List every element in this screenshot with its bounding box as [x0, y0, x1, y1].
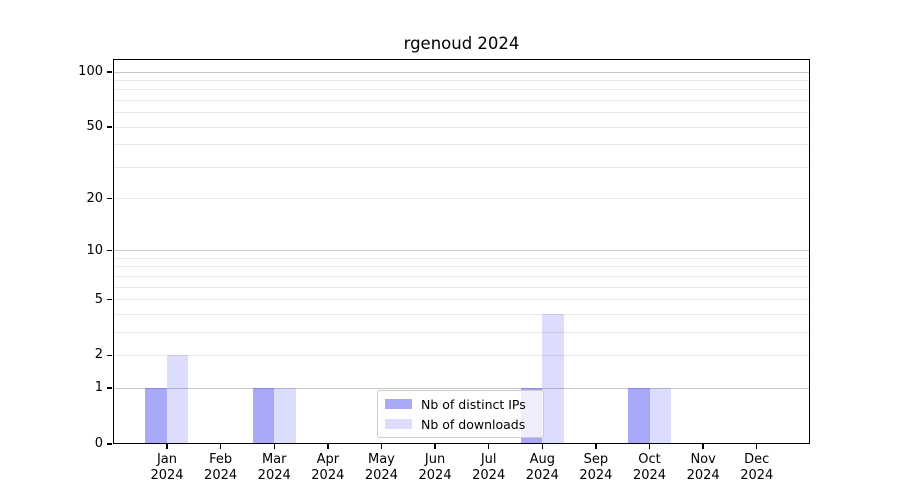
- x-tick-mark-jul-2024: [487, 444, 490, 449]
- y-tick-mark-10: [107, 250, 112, 252]
- bar-nb-of-downloads-mar-2024: [274, 388, 296, 444]
- gridline-minor-y-2: [114, 354, 809, 356]
- y-tick-label-2: 2: [94, 347, 103, 363]
- x-tick-label-oct-2024: Oct 2024: [632, 452, 667, 483]
- y-tick-mark-20: [107, 197, 112, 200]
- legend: Nb of distinct IPs Nb of downloads: [377, 390, 544, 438]
- x-tick-label-jul-2024: Jul 2024: [472, 452, 506, 483]
- gridline-minor-y-8: [114, 266, 809, 268]
- gridline-minor-y-50: [114, 126, 809, 128]
- gridline-minor-y-60: [114, 112, 809, 114]
- x-tick-label-mar-2024: Mar 2024: [257, 452, 291, 483]
- x-tick-mark-nov-2024: [702, 444, 704, 449]
- legend-label-downloads: Nb of downloads: [421, 416, 526, 432]
- gridline-minor-y-5: [114, 299, 809, 301]
- legend-item-distinct-ips: Nb of distinct IPs: [385, 397, 536, 412]
- legend-label-distinct-ips: Nb of distinct IPs: [421, 396, 526, 412]
- y-tick-mark-5: [107, 298, 112, 301]
- x-tick-label-may-2024: May 2024: [364, 452, 398, 483]
- gridline-minor-y-7: [114, 275, 809, 277]
- y-tick-label-50: 50: [86, 119, 103, 135]
- x-tick-mark-jun-2024: [434, 444, 436, 449]
- y-tick-label-1: 1: [94, 380, 103, 396]
- x-tick-mark-aug-2024: [541, 444, 543, 449]
- gridline-minor-y-30: [114, 166, 809, 168]
- gridline-minor-y-40: [114, 144, 809, 146]
- gridline-minor-y-90: [114, 79, 809, 81]
- y-tick-label-5: 5: [94, 291, 103, 307]
- gridline-major-y-1: [114, 387, 809, 389]
- y-tick-mark-1: [107, 387, 112, 389]
- x-tick-mark-oct-2024: [648, 444, 651, 449]
- x-tick-label-sep-2024: Sep 2024: [579, 452, 613, 483]
- legend-swatch-distinct-ips: [385, 399, 412, 409]
- x-tick-mark-sep-2024: [595, 444, 597, 449]
- gridline-minor-y-80: [114, 89, 809, 91]
- x-tick-label-jan-2024: Jan 2024: [150, 452, 184, 483]
- x-tick-mark-dec-2024: [756, 444, 758, 449]
- bar-nb-of-distinct-ips-jan-2024: [145, 388, 167, 444]
- gridline-minor-y-9: [114, 257, 809, 259]
- x-tick-label-aug-2024: Aug 2024: [525, 452, 559, 483]
- x-tick-label-dec-2024: Dec 2024: [740, 452, 774, 483]
- x-tick-label-feb-2024: Feb 2024: [204, 452, 238, 483]
- y-tick-mark-0: [107, 443, 112, 445]
- x-tick-mark-may-2024: [380, 444, 383, 449]
- y-tick-label-100: 100: [78, 64, 103, 79]
- bar-nb-of-downloads-oct-2024: [649, 388, 672, 444]
- chart-title: rgenoud 2024: [403, 34, 520, 53]
- gridline-major-y-10: [114, 250, 809, 252]
- gridline-minor-y-3: [114, 331, 809, 333]
- x-tick-mark-apr-2024: [327, 444, 329, 449]
- gridline-minor-y-4: [114, 313, 809, 315]
- y-tick-mark-50: [107, 126, 112, 128]
- gridline-minor-y-20: [114, 198, 809, 200]
- bar-nb-of-distinct-ips-oct-2024: [628, 388, 650, 444]
- y-tick-mark-2: [107, 354, 112, 357]
- legend-item-downloads: Nb of downloads: [385, 417, 536, 432]
- gridline-minor-y-6: [114, 286, 809, 288]
- x-tick-mark-feb-2024: [219, 444, 222, 449]
- x-tick-mark-jan-2024: [166, 444, 168, 449]
- bar-nb-of-downloads-jan-2024: [166, 355, 189, 444]
- gridline-major-y-100: [114, 71, 809, 73]
- bar-nb-of-downloads-aug-2024: [542, 314, 564, 444]
- x-tick-label-jun-2024: Jun 2024: [418, 452, 452, 483]
- legend-swatch-downloads: [385, 419, 412, 429]
- x-tick-label-nov-2024: Nov 2024: [686, 452, 720, 483]
- bar-nb-of-distinct-ips-mar-2024: [252, 388, 275, 444]
- y-tick-label-20: 20: [86, 190, 103, 206]
- x-tick-label-apr-2024: Apr 2024: [311, 452, 345, 483]
- y-tick-mark-100: [107, 71, 112, 73]
- y-tick-label-10: 10: [86, 242, 103, 258]
- x-tick-mark-mar-2024: [273, 444, 275, 449]
- gridline-minor-y-70: [114, 99, 809, 101]
- plot-area-border: [113, 59, 810, 444]
- y-tick-label-0: 0: [94, 436, 103, 451]
